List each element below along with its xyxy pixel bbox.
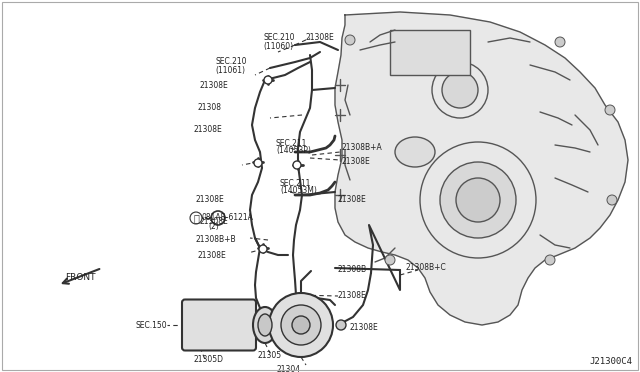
- Circle shape: [259, 245, 267, 253]
- Text: 21304: 21304: [277, 365, 301, 372]
- Text: 21308E: 21308E: [342, 157, 371, 167]
- Text: 21308B+C: 21308B+C: [405, 263, 445, 273]
- Text: Ⓑ: Ⓑ: [193, 213, 199, 223]
- Text: 21308E: 21308E: [200, 218, 228, 227]
- Circle shape: [254, 159, 262, 167]
- Text: 21305: 21305: [257, 350, 281, 359]
- Text: 21308E: 21308E: [193, 125, 221, 135]
- Text: SEC.210: SEC.210: [263, 33, 294, 42]
- Text: (11060): (11060): [263, 42, 293, 51]
- Text: SEC.150: SEC.150: [135, 321, 166, 330]
- Text: 21308B+B: 21308B+B: [195, 235, 236, 244]
- Text: FRONT: FRONT: [65, 273, 95, 282]
- Text: 21308E: 21308E: [338, 291, 367, 299]
- Polygon shape: [335, 12, 628, 325]
- Bar: [390, 30, 470, 75]
- Text: 21308B+A: 21308B+A: [342, 144, 383, 153]
- Text: (14053P): (14053P): [276, 147, 311, 155]
- Text: 21308E: 21308E: [200, 80, 228, 90]
- Text: J21300C4: J21300C4: [589, 357, 632, 366]
- Circle shape: [545, 255, 555, 265]
- Text: 21308E: 21308E: [197, 250, 226, 260]
- Text: (11061): (11061): [215, 65, 245, 74]
- Text: 21308E: 21308E: [349, 323, 378, 331]
- Circle shape: [555, 37, 565, 47]
- Circle shape: [440, 162, 516, 238]
- Text: (2): (2): [208, 222, 219, 231]
- Circle shape: [607, 195, 617, 205]
- Text: 21305D: 21305D: [193, 355, 223, 364]
- Circle shape: [269, 293, 333, 357]
- Circle shape: [456, 178, 500, 222]
- Circle shape: [281, 305, 321, 345]
- Text: 21308E: 21308E: [196, 196, 225, 205]
- Ellipse shape: [253, 307, 277, 343]
- Text: 21308: 21308: [197, 103, 221, 112]
- Circle shape: [292, 316, 310, 334]
- Text: 21308B: 21308B: [338, 266, 367, 275]
- Circle shape: [605, 105, 615, 115]
- Circle shape: [345, 35, 355, 45]
- Text: (14053M): (14053M): [280, 186, 317, 196]
- Circle shape: [385, 255, 395, 265]
- Circle shape: [211, 211, 225, 225]
- Text: 081AB-6121A: 081AB-6121A: [202, 214, 254, 222]
- Circle shape: [336, 320, 346, 330]
- Circle shape: [293, 161, 301, 169]
- Text: SEC.210: SEC.210: [215, 58, 246, 67]
- Ellipse shape: [395, 137, 435, 167]
- Text: SEC.211: SEC.211: [280, 179, 312, 187]
- Text: 21308E: 21308E: [337, 196, 365, 205]
- Text: 21308E: 21308E: [305, 32, 333, 42]
- Ellipse shape: [258, 314, 272, 336]
- Circle shape: [264, 76, 272, 84]
- Circle shape: [442, 72, 478, 108]
- Text: SEC.211: SEC.211: [276, 138, 307, 148]
- FancyBboxPatch shape: [182, 299, 256, 350]
